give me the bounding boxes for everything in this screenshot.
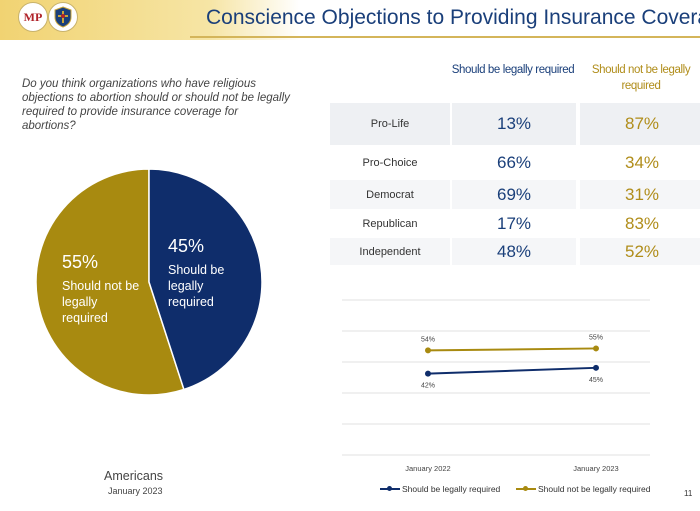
legend-item-legal: Should be legally required [380, 484, 500, 494]
x-tick-label-2022: January 2022 [405, 464, 450, 473]
data-point-legal-2022 [425, 370, 431, 377]
pie-label-notlegal: 55% Should not be legally required [62, 252, 144, 326]
pie-pct-legal: 45% [168, 236, 205, 256]
knights-emblem-icon [48, 2, 78, 32]
data-point-notlegal-2022 [425, 347, 431, 354]
row-value-legal: 13% [452, 103, 576, 145]
legend-swatch-notlegal [516, 486, 536, 491]
data-label-notlegal-2023: 55% [589, 334, 603, 341]
row-value-legal: 17% [496, 213, 532, 233]
table-header-legal: Should be legally required [451, 64, 575, 76]
pie-label-legal: 45% Should be legally required [168, 236, 248, 310]
x-tick-label-2023: January 2023 [573, 464, 618, 473]
pie-chart: 45% Should be legally required 55% Shoul… [35, 168, 263, 396]
pie-text-notlegal: Should not be legally required [62, 279, 140, 325]
data-label-legal-2022: 42% [421, 383, 435, 390]
pie-text-legal: Should be legally required [168, 263, 225, 309]
row-value-notlegal: 52% [580, 238, 700, 265]
row-label: Republican [362, 217, 418, 230]
row-value-notlegal: 83% [624, 213, 660, 233]
pie-slice-legally-required [148, 168, 263, 391]
series-line-legally-required [427, 366, 597, 375]
data-label-legal-2023: 45% [589, 377, 603, 384]
table-row: Independent 48% 52% [330, 238, 700, 265]
header-bar: MP Conscience Objections to Providing In… [0, 0, 700, 42]
table-row: Republican 17% 83% [330, 210, 690, 237]
data-point-notlegal-2023 [593, 345, 599, 352]
row-label: Pro-Choice [362, 157, 418, 169]
row-value-notlegal: 31% [580, 180, 700, 209]
title-underline [190, 36, 700, 38]
survey-question: Do you think organizations who have reli… [22, 78, 290, 132]
row-label: Democrat [330, 180, 450, 209]
page-number: 11 [684, 489, 693, 498]
table-row: Pro-Life 13% 87% [330, 103, 700, 145]
row-value-notlegal: 34% [624, 153, 660, 172]
pie-slice-not-legally-required [35, 168, 185, 396]
pie-footer-date: January 2023 [108, 486, 163, 496]
page-title: Conscience Objections to Providing Insur… [206, 6, 700, 29]
legend-item-notlegal: Should not be legally required [516, 484, 650, 494]
data-label-notlegal-2022: 54% [421, 336, 435, 343]
data-point-legal-2023 [593, 364, 599, 371]
trend-line-chart: 54% 55% 42% 45% January 2022 January 202… [330, 290, 670, 490]
table-row: Pro-Choice 66% 34% [330, 148, 690, 178]
legend-text-legal: Should be legally required [402, 484, 501, 494]
row-label: Pro-Life [330, 103, 450, 145]
row-value-notlegal: 87% [580, 103, 700, 145]
legend-swatch-legal [380, 486, 400, 491]
table-header-notlegal: Should not be legally required [591, 64, 691, 92]
row-value-legal: 48% [452, 238, 576, 265]
row-value-legal: 66% [496, 153, 532, 172]
row-value-legal: 69% [452, 180, 576, 209]
chart-gridlines [342, 299, 650, 456]
pie-footer-title: Americans [104, 469, 164, 483]
legend-text-notlegal: Should not be legally required [538, 484, 651, 494]
pie-pct-notlegal: 55% [62, 252, 99, 272]
row-label: Independent [330, 238, 450, 265]
table-row: Democrat 69% 31% [330, 180, 700, 209]
mp-logo: MP [18, 2, 48, 32]
series-line-not-legally-required [427, 347, 597, 352]
